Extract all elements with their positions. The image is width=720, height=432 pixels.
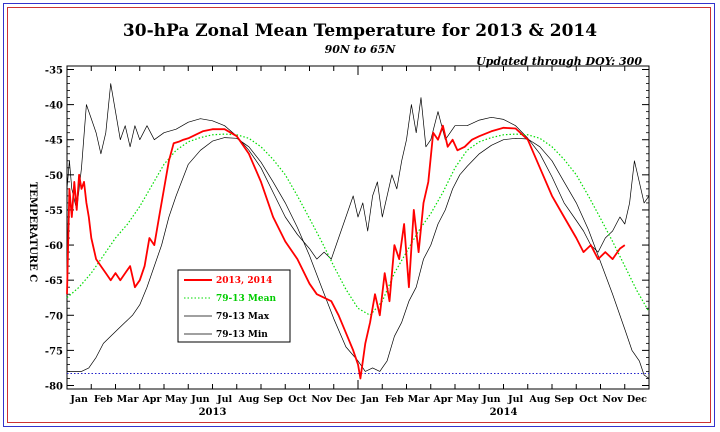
series-max-line (66, 83, 650, 260)
month-label: Jul (507, 394, 523, 405)
month-label: Dec (336, 394, 356, 405)
y-tick-label: -80 (45, 381, 63, 392)
month-label: Oct (288, 394, 307, 405)
month-label: Jan (69, 394, 88, 405)
month-label: Apr (141, 394, 162, 405)
month-label: Aug (237, 394, 259, 405)
y-tick-label: -55 (45, 206, 63, 217)
update-note: Updated through DOY: 300 (476, 55, 642, 68)
series-obs-line (66, 124, 626, 380)
y-tick-label: -35 (45, 66, 63, 77)
month-label: Oct (579, 394, 598, 405)
legend-label-max: 79-13 Max (216, 312, 270, 322)
y-tick-label: -75 (45, 346, 63, 357)
chart-subtitle: 90N to 65N (325, 43, 397, 56)
series-layer (66, 83, 650, 380)
legend-label-mean: 79-13 Mean (216, 294, 276, 304)
year-label: 2013 (199, 407, 227, 418)
legend-label-min: 79-13 Min (216, 330, 268, 340)
month-label: Nov (602, 394, 623, 405)
y-tick-label: -60 (45, 241, 63, 252)
month-label: May (456, 394, 479, 405)
y-tick-label: -40 (45, 101, 63, 112)
y-axis-label: TEMPERATURE C (27, 182, 38, 282)
legend-label-obs: 2013, 2014 (216, 276, 272, 286)
series-min-line (67, 137, 650, 379)
year-label: 2014 (490, 407, 518, 418)
month-label: Apr (432, 394, 453, 405)
month-label: Mar (117, 394, 140, 405)
legend-box (177, 269, 291, 343)
month-label: Sep (263, 394, 283, 405)
month-label: Jan (360, 394, 379, 405)
month-label: Feb (94, 394, 113, 405)
outer-frame (3, 3, 715, 427)
month-label: Feb (385, 394, 404, 405)
month-label: Jun (481, 394, 500, 405)
month-label: May (165, 394, 188, 405)
y-tick-label: -70 (45, 311, 63, 322)
month-label: Nov (311, 394, 332, 405)
y-tick-label: -65 (45, 276, 63, 287)
legend: 2013, 2014 79-13 Mean 79-13 Max 79-13 Mi… (177, 269, 291, 343)
inner-frame (7, 7, 711, 423)
month-label: Aug (528, 394, 550, 405)
month-label: Jun (190, 394, 209, 405)
y-tick-label: -50 (45, 171, 63, 182)
chart-title: 30-hPa Zonal Mean Temperature for 2013 &… (123, 21, 597, 41)
plot-area (66, 65, 650, 390)
month-label: Sep (554, 394, 574, 405)
month-label: Mar (408, 394, 431, 405)
series-mean-line (66, 133, 650, 316)
month-label: Jul (216, 394, 232, 405)
month-label: Dec (627, 394, 647, 405)
y-tick-label: -45 (45, 136, 63, 147)
